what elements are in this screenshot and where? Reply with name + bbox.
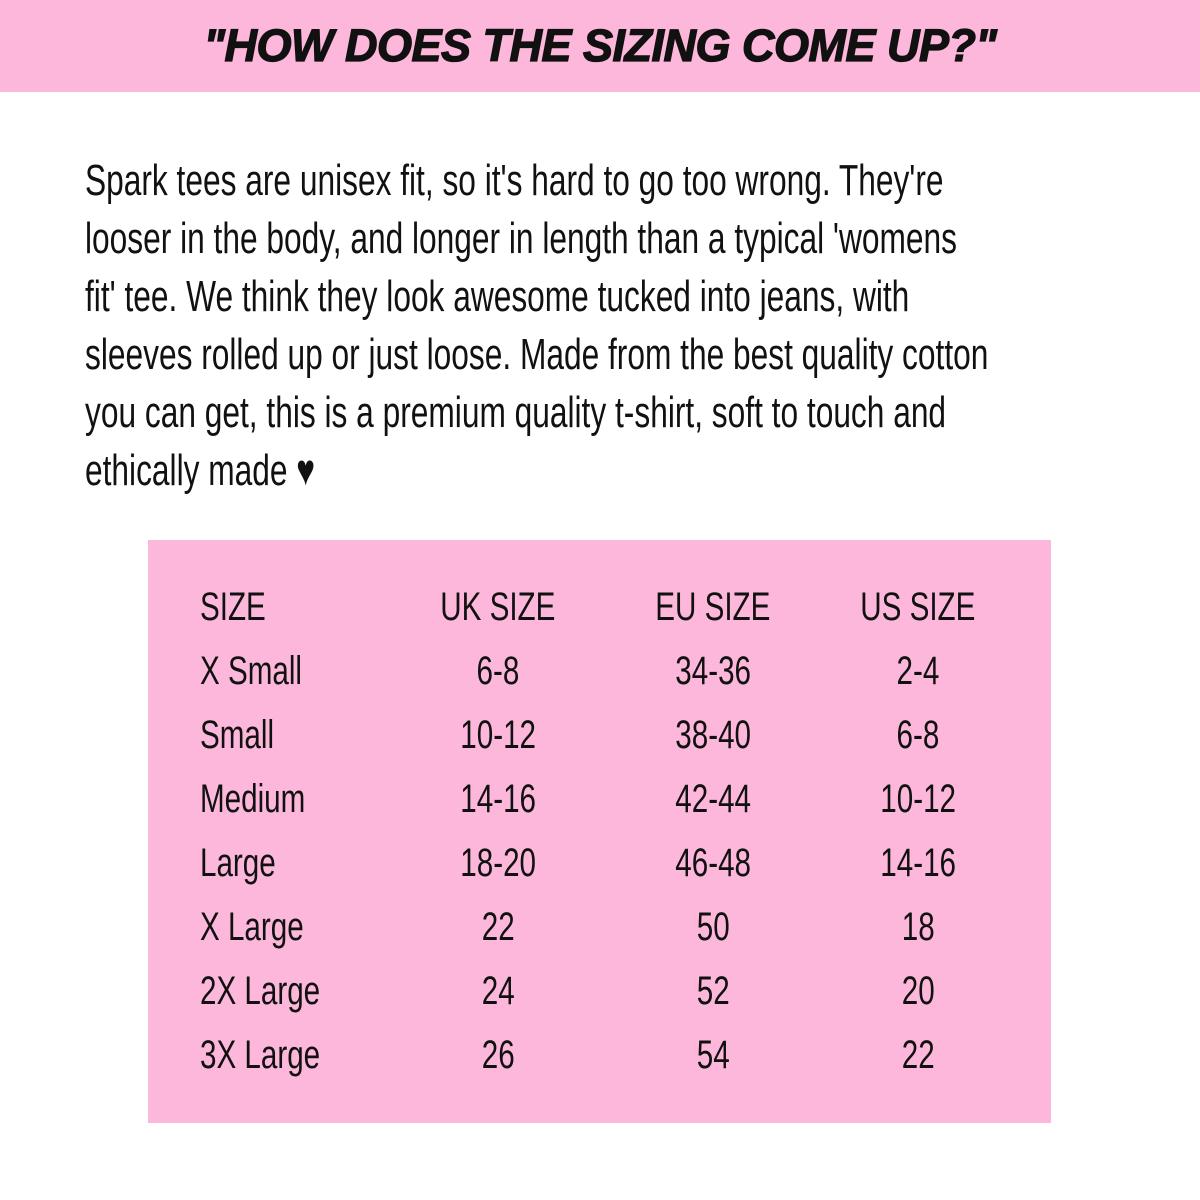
us-size-cell: 18: [901, 904, 935, 949]
uk-size-cell: 18-20: [460, 840, 536, 885]
us-size-cell: 2-4: [896, 648, 940, 693]
header-banner: "HOW DOES THE SIZING COME UP?": [0, 0, 1200, 92]
table-header-row: SIZE UK SIZE EU SIZE US SIZE: [200, 575, 1051, 639]
size-cell: 3X Large: [200, 1032, 321, 1077]
eu-size-cell: 34-36: [675, 648, 751, 693]
us-size-cell: 20: [901, 968, 935, 1013]
eu-size-cell: 52: [696, 968, 730, 1013]
us-size-cell: 6-8: [896, 712, 940, 757]
header-cell-eu-size: EU SIZE: [655, 584, 771, 629]
table-row-medium: Medium 14-16 42-44 10-12: [200, 767, 1051, 831]
header-cell-size: SIZE: [200, 584, 266, 629]
size-table: SIZE UK SIZE EU SIZE US SIZE X Small 6-8…: [148, 540, 1051, 1123]
size-cell: Medium: [200, 776, 306, 821]
uk-size-cell: 24: [481, 968, 515, 1013]
table-row-x-small: X Small 6-8 34-36 2-4: [200, 639, 1051, 703]
header-cell-us-size: US SIZE: [860, 584, 976, 629]
table-row-2x-large: 2X Large 24 52 20: [200, 959, 1051, 1023]
table-row-x-large: X Large 22 50 18: [200, 895, 1051, 959]
us-size-cell: 14-16: [880, 840, 956, 885]
size-cell: 2X Large: [200, 968, 321, 1013]
table-row-3x-large: 3X Large 26 54 22: [200, 1023, 1051, 1087]
header-cell-uk-size: UK SIZE: [440, 584, 556, 629]
uk-size-cell: 22: [481, 904, 515, 949]
eu-size-cell: 38-40: [675, 712, 751, 757]
size-cell: X Large: [200, 904, 304, 949]
intro-paragraph: Spark tees are unisex fit, so it's hard …: [85, 156, 989, 495]
us-size-cell: 22: [901, 1032, 935, 1077]
table-row-small: Small 10-12 38-40 6-8: [200, 703, 1051, 767]
uk-size-cell: 14-16: [460, 776, 536, 821]
eu-size-cell: 54: [696, 1032, 730, 1077]
size-cell: Small: [200, 712, 275, 757]
size-cell: Large: [200, 840, 276, 885]
page-title: "HOW DOES THE SIZING COME UP?": [203, 19, 998, 71]
size-cell: X Small: [200, 648, 302, 693]
eu-size-cell: 50: [696, 904, 730, 949]
us-size-cell: 10-12: [880, 776, 956, 821]
eu-size-cell: 46-48: [675, 840, 751, 885]
uk-size-cell: 6-8: [476, 648, 520, 693]
uk-size-cell: 10-12: [460, 712, 536, 757]
eu-size-cell: 42-44: [675, 776, 751, 821]
table-row-large: Large 18-20 46-48 14-16: [200, 831, 1051, 895]
uk-size-cell: 26: [481, 1032, 515, 1077]
